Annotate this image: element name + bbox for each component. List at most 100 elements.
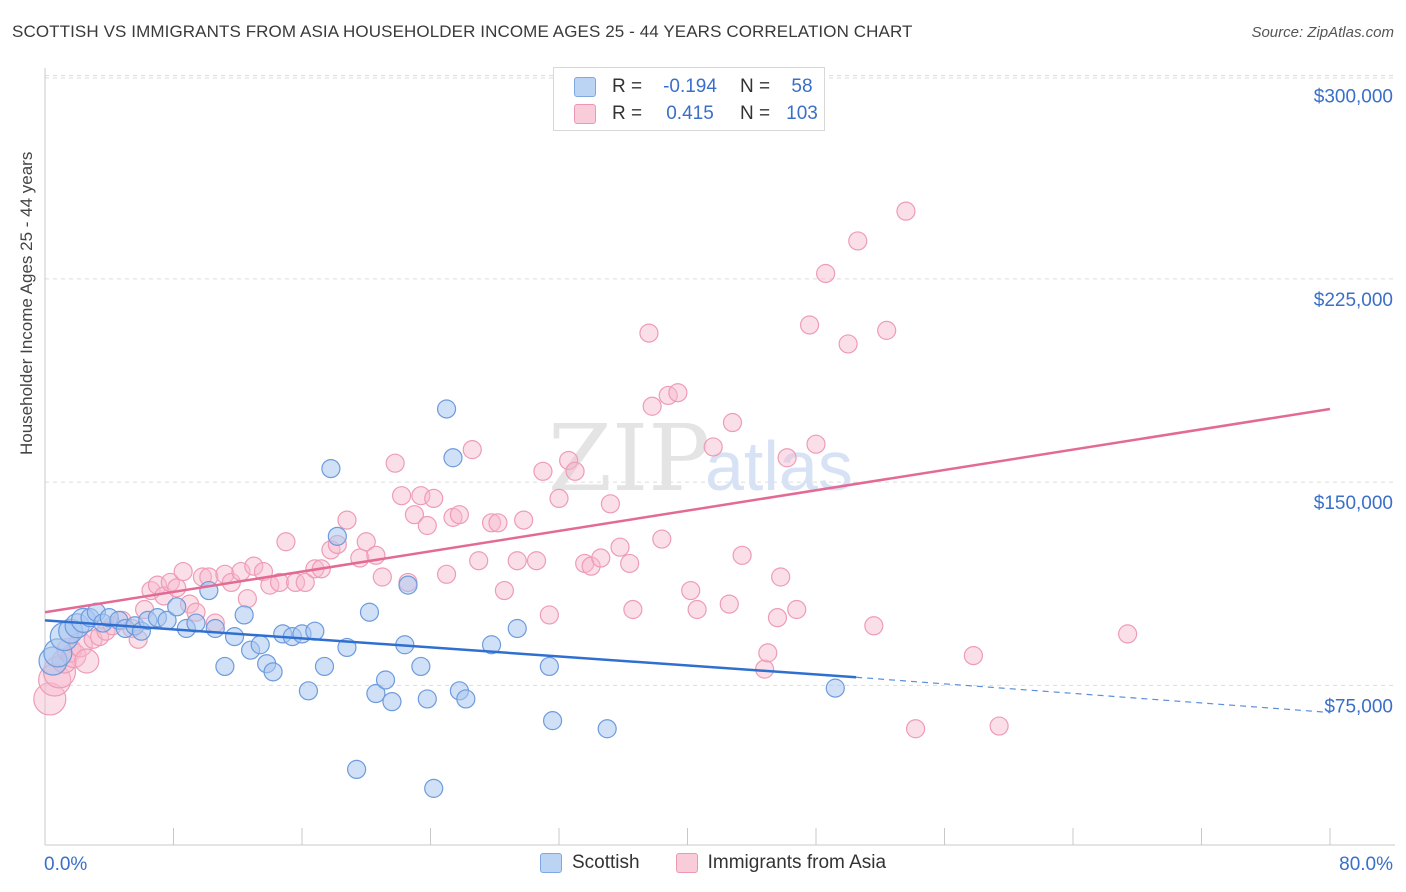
data-point-immigrants: [372, 567, 392, 587]
y-tick-label: $225,000: [1314, 290, 1393, 311]
data-point-immigrants: [754, 659, 775, 679]
trend-lines: [44, 407, 1331, 714]
r-label: R =: [612, 76, 643, 97]
data-point-scottish: [298, 681, 319, 701]
axes: [44, 68, 1395, 846]
data-point-immigrants: [565, 461, 585, 481]
x-tick-label: 80.0%: [1339, 854, 1393, 875]
data-point-immigrants: [758, 643, 778, 663]
data-point-scottish: [382, 692, 402, 712]
data-point-scottish: [597, 719, 617, 739]
data-point-immigrants: [488, 513, 508, 533]
data-point-scottish: [481, 635, 502, 655]
data-point-scottish: [424, 778, 444, 798]
data-point-immigrants: [356, 532, 376, 552]
data-point-immigrants: [652, 529, 672, 549]
y-tick-label: $300,000: [1314, 87, 1393, 108]
n-label: N =: [739, 76, 771, 97]
data-point-immigrants: [732, 545, 752, 565]
data-point-immigrants: [173, 561, 193, 582]
data-point-scottish: [436, 399, 457, 419]
data-point-immigrants: [719, 594, 739, 614]
n-value: 58: [791, 76, 813, 97]
data-point-immigrants: [74, 648, 100, 674]
data-point-immigrants: [244, 556, 264, 576]
watermark: ZIP atlas: [548, 405, 853, 512]
n-label: N =: [739, 103, 771, 124]
data-point-immigrants: [549, 488, 569, 509]
data-point-scottish: [456, 689, 476, 709]
data-point-immigrants: [848, 231, 868, 251]
r-value: 0.415: [666, 103, 714, 124]
data-point-immigrants: [787, 599, 807, 620]
n-value: 103: [786, 103, 818, 124]
data-point-scottish: [539, 656, 559, 677]
trend-line-scottish-extension: [856, 676, 1331, 714]
data-point-immigrants: [620, 553, 640, 574]
data-point-immigrants: [526, 551, 547, 571]
legend-item-immigrants: Immigrants from Asia: [675, 852, 887, 874]
legend-swatch-scottish: [574, 77, 596, 97]
data-point-immigrants: [424, 488, 444, 509]
data-point-immigrants: [687, 599, 707, 620]
r-value: -0.194: [663, 76, 717, 97]
data-point-scottish: [167, 597, 187, 617]
data-point-scottish: [327, 526, 347, 546]
data-point-scottish: [542, 711, 563, 731]
data-point-immigrants: [905, 719, 926, 739]
y-tick-label: $75,000: [1324, 696, 1393, 717]
data-point-scottish: [417, 689, 437, 709]
data-point-immigrants: [591, 548, 611, 568]
data-point-immigrants: [269, 572, 290, 593]
data-point-immigrants: [806, 434, 826, 454]
y-tick-labels: $75,000 $150,000 $225,000 $300,000: [1314, 87, 1393, 718]
legend-label-scottish: Scottish: [572, 852, 640, 873]
data-point-immigrants: [462, 440, 482, 460]
chart-title: SCOTTISH VS IMMIGRANTS FROM ASIA HOUSEHO…: [12, 22, 913, 41]
data-point-immigrants: [816, 263, 836, 284]
correlation-legend: R = -0.194 N = 58 R = 0.415 N = 103: [553, 67, 825, 131]
series-legend: Scottish Immigrants from Asia: [540, 852, 922, 874]
data-point-immigrants: [581, 556, 601, 576]
data-point-scottish: [825, 678, 845, 698]
watermark-atlas: atlas: [705, 427, 853, 505]
data-point-scottish: [205, 618, 225, 639]
data-point-immigrants: [385, 453, 405, 473]
data-point-scottish: [507, 618, 527, 639]
data-point-immigrants: [1118, 624, 1138, 644]
data-point-scottish: [215, 656, 235, 677]
data-point-immigrants: [507, 551, 527, 571]
trend-line-immigrants: [44, 407, 1331, 614]
data-point-immigrants: [337, 510, 357, 530]
data-point-immigrants: [703, 437, 723, 457]
legend-label-immigrants: Immigrants from Asia: [707, 852, 887, 873]
x-tick-labels: 0.0% 80.0%: [44, 854, 1393, 875]
data-point-immigrants: [391, 486, 412, 506]
r-label: R =: [612, 103, 643, 124]
data-point-scottish: [305, 621, 325, 641]
data-point-immigrants: [642, 396, 662, 416]
data-point-scottish: [263, 662, 283, 682]
data-point-immigrants: [237, 589, 257, 609]
data-point-immigrants: [404, 505, 425, 525]
data-point-immigrants: [771, 567, 791, 587]
data-point-immigrants: [295, 572, 315, 593]
watermark-zip: ZIP: [548, 405, 710, 512]
data-point-immigrants: [639, 323, 659, 343]
data-point-scottish: [224, 627, 245, 647]
legend-swatch-scottish: [540, 853, 562, 873]
legend-swatch-immigrants: [574, 104, 596, 124]
x-tick-label: 0.0%: [44, 854, 87, 875]
data-point-immigrants: [838, 334, 858, 354]
data-point-scottish: [375, 670, 396, 690]
data-point-immigrants: [417, 515, 437, 536]
data-point-immigrants: [681, 580, 701, 601]
data-point-scottish: [321, 459, 341, 479]
data-point-immigrants: [963, 645, 984, 666]
y-tick-label: $150,000: [1314, 493, 1393, 514]
legend-row-scottish: R = -0.194 N = 58: [574, 75, 824, 99]
data-point-immigrants: [799, 315, 820, 335]
data-point-immigrants: [539, 605, 559, 625]
data-point-immigrants: [864, 616, 884, 636]
